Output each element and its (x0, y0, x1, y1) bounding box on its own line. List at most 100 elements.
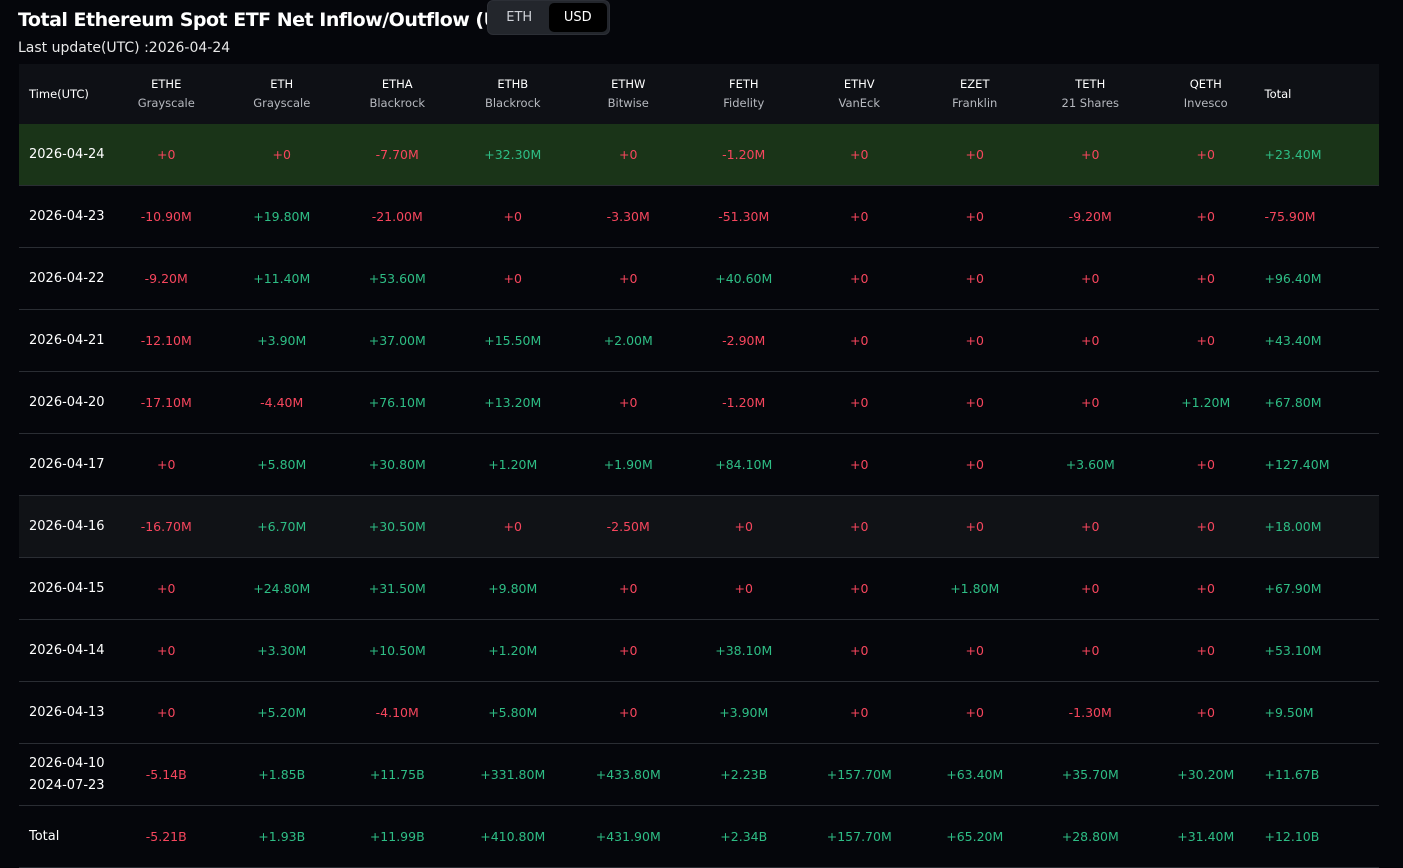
value-cell: +19.80M (224, 185, 340, 248)
value-cell: +5.20M (224, 681, 340, 744)
toggle-usd[interactable]: USD (548, 3, 607, 32)
value-cell: +0 (455, 247, 571, 310)
value-cell: -12.10M (108, 309, 224, 372)
value-cell: +0 (1032, 619, 1148, 682)
value-cell: +3.30M (224, 619, 340, 682)
value-cell: -75.90M (1263, 185, 1379, 248)
value-cell: -2.90M (686, 309, 802, 372)
date-cell: 2026-04-17 (19, 433, 109, 496)
value-cell: +1.85B (224, 743, 340, 806)
value-cell: +63.40M (917, 743, 1033, 806)
value-cell: +0 (801, 619, 917, 682)
value-cell: +0 (1032, 371, 1148, 434)
value-cell: +0 (917, 185, 1033, 248)
value-cell: +18.00M (1263, 495, 1379, 558)
value-cell: +0 (570, 247, 686, 310)
value-cell: +0 (570, 619, 686, 682)
date: 2026-04-22 (29, 270, 105, 286)
column-header: ETHW Bitwise (570, 64, 686, 124)
value-cell: +2.34B (686, 805, 802, 868)
value-cell: +67.90M (1263, 557, 1379, 620)
value-cell: +0 (801, 681, 917, 744)
ticker: ETHA (381, 77, 413, 91)
value-cell: -9.20M (1032, 185, 1148, 248)
issuer: 21 Shares (1061, 96, 1119, 110)
date: 2026-04-21 (29, 332, 105, 348)
date-cell: 2026-04-24 (19, 124, 109, 186)
date-cell: 2026-04-21 (19, 309, 109, 372)
date: Total (29, 828, 60, 844)
date-cell: 2026-04-10 2024-07-23 (19, 743, 109, 806)
value-cell: +0 (801, 124, 917, 186)
value-cell: +127.40M (1263, 433, 1379, 496)
value-cell: -7.70M (339, 124, 455, 186)
value-cell: +0 (570, 124, 686, 186)
value-cell: +9.50M (1263, 681, 1379, 744)
issuer: Franklin (952, 96, 998, 110)
value-cell: -17.10M (108, 371, 224, 434)
column-header: FETH Fidelity (686, 64, 802, 124)
value-cell: +12.10B (1263, 805, 1379, 868)
ticker: TETH (1075, 77, 1106, 91)
value-cell: +0 (917, 309, 1033, 372)
date: 2026-04-20 (29, 394, 105, 410)
value-cell: +0 (455, 495, 571, 558)
date-cell: 2026-04-14 (19, 619, 109, 682)
issuer: Fidelity (723, 96, 765, 110)
value-cell: +5.80M (455, 681, 571, 744)
value-cell: +0 (1032, 557, 1148, 620)
ticker: QETH (1189, 77, 1222, 91)
row: 2026-04-20 -17.10M -4.40M +76.10M +13.20M +0-… (19, 371, 1379, 434)
value-cell: +35.70M (1032, 743, 1148, 806)
value-cell: +331.80M (455, 743, 571, 806)
row: 2026-04-22 -9.20M +11.40M +53.60M +0 +0 +40.60… (19, 247, 1379, 310)
value-cell: +0 (1032, 309, 1148, 372)
value-cell: +0 (570, 681, 686, 744)
date: 2026-04-17 (29, 456, 105, 472)
value-cell: +31.40M (1148, 805, 1264, 868)
value-cell: +43.40M (1263, 309, 1379, 372)
date: 2026-04-23 (29, 208, 105, 224)
date-cell: 2026-04-15 (19, 557, 109, 620)
value-cell: +3.90M (686, 681, 802, 744)
date-cell: 2026-04-16 (19, 495, 109, 558)
row: 2026-04-13 +0 +5.20M -4.10M +5.80M +0 +3.90M +0… (19, 681, 1379, 744)
date: 2026-04-15 (29, 580, 105, 596)
column-header: ETHE Grayscale (108, 64, 224, 124)
row: 2026-04-10 2024-07-23 -5.14B +1.85B +11.75B +… (19, 743, 1379, 806)
value-cell: +0 (108, 433, 224, 496)
toggle-eth[interactable]: ETH (506, 10, 533, 25)
value-cell: +3.60M (1032, 433, 1148, 496)
value-cell: +40.60M (686, 247, 802, 310)
issuer: Blackrock (369, 96, 426, 110)
value-cell: +11.99B (339, 805, 455, 868)
time-header: Time(UTC) (19, 64, 109, 124)
value-cell: +24.80M (224, 557, 340, 620)
value-cell: +11.40M (224, 247, 340, 310)
ticker: FETH (728, 77, 759, 91)
date-cell: Total (19, 805, 109, 868)
value-cell: +0 (1148, 433, 1264, 496)
value-cell: +1.20M (455, 433, 571, 496)
value-cell: +157.70M (801, 805, 917, 868)
value-cell: -10.90M (108, 185, 224, 248)
value-cell: +6.70M (224, 495, 340, 558)
value-cell: -5.14B (108, 743, 224, 806)
value-cell: -51.30M (686, 185, 802, 248)
ticker: ETHE (151, 77, 182, 91)
value-cell: +1.20M (455, 619, 571, 682)
value-cell: -4.10M (339, 681, 455, 744)
value-cell: +96.40M (1263, 247, 1379, 310)
value-cell: +9.80M (455, 557, 571, 620)
column-header: ETHA Blackrock (339, 64, 455, 124)
total-header: Total (1263, 64, 1379, 124)
date: 2026-04-16 (29, 518, 105, 534)
issuer: Grayscale (137, 96, 195, 110)
value-cell: +0 (917, 124, 1033, 186)
flow-table: Time(UTC) ETHE Grayscale ETH Grayscale ETHA Bl… (19, 64, 1379, 868)
value-cell: +0 (1032, 247, 1148, 310)
column-header: ETH Grayscale (224, 64, 340, 124)
value-cell: +410.80M (455, 805, 571, 868)
ticker: ETHW (611, 77, 646, 91)
